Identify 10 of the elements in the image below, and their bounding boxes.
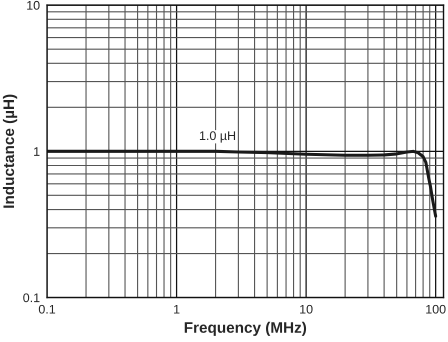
- x-tick-label: 100: [426, 304, 446, 314]
- annotation: 1.0 µH: [200, 131, 236, 143]
- y-tick-label: 1: [34, 147, 40, 156]
- x-tick-label: 1: [174, 304, 180, 314]
- x-tick-label: 0.1: [38, 304, 56, 314]
- y-axis-title: Inductance (µH): [2, 94, 18, 208]
- x-axis-title: Frequency (MHz): [184, 322, 306, 336]
- y-tick-label: 0.1: [23, 293, 40, 302]
- y-tick-label: 10: [27, 0, 40, 10]
- x-tick-label: 10: [300, 304, 313, 314]
